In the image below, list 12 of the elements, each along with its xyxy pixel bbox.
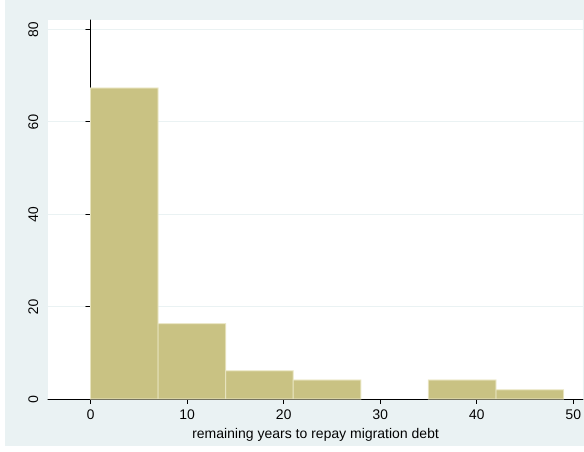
x-tick-label: 40 — [468, 406, 485, 422]
x-axis-title: remaining years to repay migration debt — [192, 424, 439, 441]
x-tick-label: 10 — [179, 406, 196, 422]
y-tick-label: 20 — [25, 298, 41, 314]
y-tick-label: 0 — [25, 394, 41, 403]
x-tick-label: 30 — [372, 406, 388, 422]
x-tick-label: 0 — [86, 406, 95, 422]
y-tick-label: 40 — [25, 206, 41, 222]
x-tick-label: 20 — [276, 406, 292, 422]
y-tick-label: 60 — [25, 114, 41, 130]
x-tick-label: 50 — [565, 406, 582, 422]
y-tick-label: 80 — [25, 21, 41, 38]
